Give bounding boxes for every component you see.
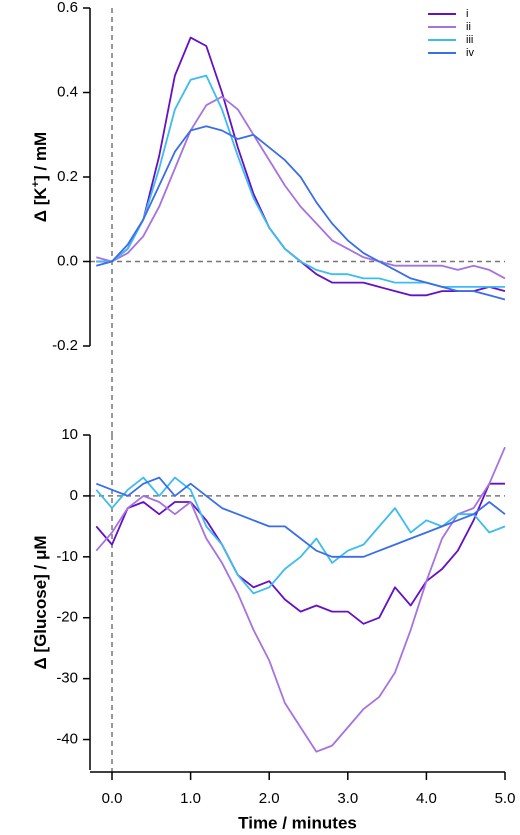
y-axis-label-part: Δ [K — [31, 187, 50, 223]
x-tick-label: 1.0 — [180, 790, 201, 807]
y-tick-label: 10 — [61, 426, 78, 443]
data-line — [96, 95, 506, 280]
y-axis-label: Δ [K+] / mM — [30, 132, 51, 222]
legend-label: i — [466, 8, 468, 20]
x-tick-label: 0.0 — [102, 790, 123, 807]
x-tick-label: 5.0 — [495, 790, 516, 807]
y-axis-label-part: ] / mM — [31, 132, 50, 181]
data-line — [95, 446, 506, 753]
data-line — [96, 125, 506, 301]
data-line — [96, 74, 505, 288]
data-line — [95, 482, 505, 625]
y-tick-label: -0.2 — [52, 337, 78, 354]
y-tick-label: 0 — [70, 487, 78, 504]
data-line — [95, 476, 506, 595]
y-tick-label: 0.0 — [57, 252, 78, 269]
x-tick-label: 2.0 — [259, 790, 280, 807]
y-axis-label: Δ [Glucose] / μM — [31, 535, 50, 669]
x-tick-label: 4.0 — [416, 790, 437, 807]
y-axis-label-part: + — [30, 181, 42, 187]
x-axis-label: Time / minutes — [238, 813, 357, 832]
y-tick-label: -30 — [56, 670, 78, 687]
legend-label: iv — [466, 47, 474, 59]
data-line — [95, 476, 506, 558]
y-tick-label: -10 — [56, 548, 78, 565]
y-tick-label: -20 — [56, 609, 78, 626]
y-tick-label: -40 — [56, 731, 78, 748]
y-axis-label-part: Δ [Glucose] / μM — [31, 535, 50, 669]
legend-label: ii — [466, 21, 471, 33]
y-tick-label: 0.2 — [57, 168, 78, 185]
y-tick-label: 0.4 — [57, 83, 78, 100]
data-line — [96, 36, 506, 297]
y-tick-label: 0.6 — [57, 0, 78, 16]
x-tick-label: 3.0 — [337, 790, 358, 807]
legend-label: iii — [466, 34, 473, 46]
